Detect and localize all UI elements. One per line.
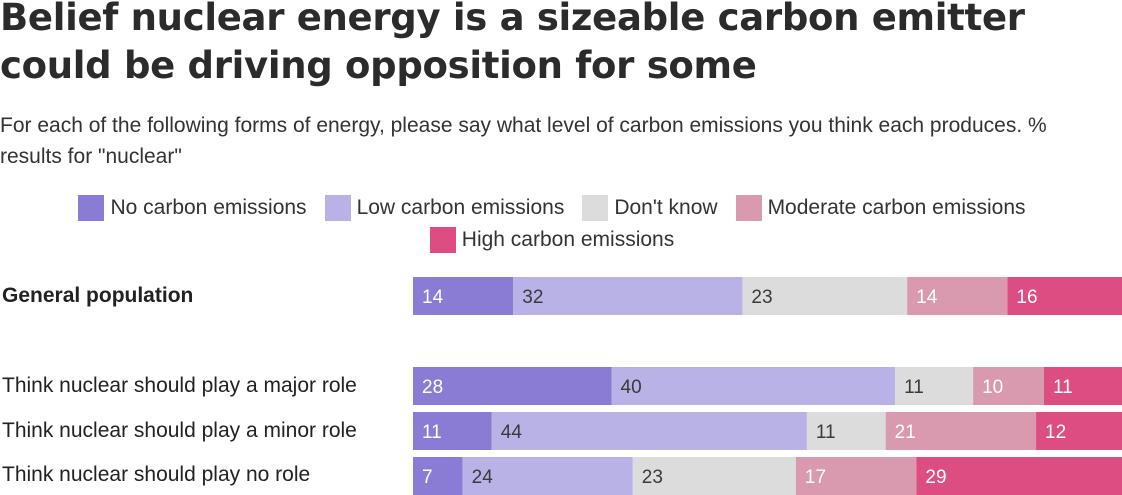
legend-item-dont-know: Don't know xyxy=(582,195,718,221)
bar-segment-major-role-low-carbon xyxy=(611,367,896,405)
legend-row-2: High carbon emissions xyxy=(0,224,1104,256)
legend-item-moderate-carbon: Moderate carbon emissions xyxy=(735,195,1026,221)
data-label-general-population-low-carbon: 32 xyxy=(522,287,543,308)
bar-segment-general-population-high-carbon xyxy=(1007,277,1122,315)
data-label-minor-role-high-carbon: 12 xyxy=(1045,422,1066,443)
row-label-major-role: Think nuclear should play a major role xyxy=(2,374,357,397)
data-label-major-role-moderate-carbon: 10 xyxy=(982,377,1003,398)
row-label-no-role: Think nuclear should play no role xyxy=(2,463,311,486)
bar-segment-major-role-moderate-carbon xyxy=(973,367,1045,405)
bar-segment-no-role-low-carbon xyxy=(462,457,633,495)
bar-segment-minor-role-high-carbon xyxy=(1036,412,1122,450)
data-label-major-role-low-carbon: 40 xyxy=(621,377,642,398)
data-label-general-population-no-carbon: 14 xyxy=(422,287,444,308)
chart-title: Belief nuclear energy is a sizeable carb… xyxy=(0,0,1025,87)
bar-segment-no-role-no-carbon xyxy=(413,457,463,495)
bar-segment-minor-role-no-carbon xyxy=(413,412,492,450)
data-label-minor-role-no-carbon: 11 xyxy=(422,422,442,443)
legend-row-1: No carbon emissions Low carbon emissions… xyxy=(0,192,1104,224)
data-label-general-population-high-carbon: 16 xyxy=(1016,287,1037,308)
legend: No carbon emissions Low carbon emissions… xyxy=(0,192,1104,256)
bar-segment-general-population-no-carbon xyxy=(413,277,514,315)
bar-segment-general-population-moderate-carbon xyxy=(907,277,1008,315)
row-label-minor-role: Think nuclear should play a minor role xyxy=(2,419,357,442)
data-label-major-role-dont-know: 11 xyxy=(904,377,924,398)
data-label-no-role-low-carbon: 24 xyxy=(472,467,494,488)
legend-item-high-carbon: High carbon emissions xyxy=(429,227,675,253)
legend-label-moderate-carbon: Moderate carbon emissions xyxy=(767,196,1026,219)
bar-segment-no-role-high-carbon xyxy=(916,457,1122,495)
legend-swatch-no-carbon xyxy=(78,195,105,221)
legend-swatch-moderate-carbon xyxy=(735,195,762,221)
data-label-no-role-dont-know: 23 xyxy=(642,467,663,488)
data-label-no-role-high-carbon: 29 xyxy=(925,467,946,488)
data-label-major-role-no-carbon: 28 xyxy=(422,377,443,398)
data-label-minor-role-low-carbon: 44 xyxy=(501,422,523,443)
legend-label-dont-know: Don't know xyxy=(614,196,718,219)
bar-segment-general-population-low-carbon xyxy=(513,277,743,315)
legend-label-no-carbon: No carbon emissions xyxy=(110,196,307,219)
chart-subtitle: For each of the following forms of energ… xyxy=(0,114,1047,168)
bar-segment-major-role-dont-know xyxy=(895,367,974,405)
data-label-major-role-high-carbon: 11 xyxy=(1053,377,1073,398)
bar-segment-no-role-moderate-carbon xyxy=(795,457,917,495)
data-label-minor-role-moderate-carbon: 21 xyxy=(895,422,916,443)
bar-segment-minor-role-dont-know xyxy=(806,412,886,450)
bar-segment-no-role-dont-know xyxy=(632,457,796,495)
bar-segment-major-role-high-carbon xyxy=(1044,367,1122,405)
data-label-no-role-moderate-carbon: 17 xyxy=(805,467,826,488)
data-label-general-population-dont-know: 23 xyxy=(751,287,772,308)
legend-label-high-carbon: High carbon emissions xyxy=(461,228,675,251)
bar-segment-general-population-dont-know xyxy=(742,277,908,315)
bar-segment-minor-role-moderate-carbon xyxy=(885,412,1037,450)
legend-swatch-low-carbon xyxy=(324,195,351,221)
row-label-general-population: General population xyxy=(2,284,194,307)
legend-item-low-carbon: Low carbon emissions xyxy=(324,195,565,221)
bar-segment-minor-role-low-carbon xyxy=(491,412,807,450)
legend-swatch-dont-know xyxy=(582,195,609,221)
data-label-no-role-no-carbon: 7 xyxy=(422,467,433,488)
data-label-general-population-moderate-carbon: 14 xyxy=(916,287,938,308)
legend-item-no-carbon: No carbon emissions xyxy=(78,195,307,221)
bar-segment-major-role-no-carbon xyxy=(413,367,612,405)
legend-label-low-carbon: Low carbon emissions xyxy=(356,196,565,219)
data-label-minor-role-dont-know: 11 xyxy=(816,422,836,443)
legend-swatch-high-carbon xyxy=(429,227,456,253)
